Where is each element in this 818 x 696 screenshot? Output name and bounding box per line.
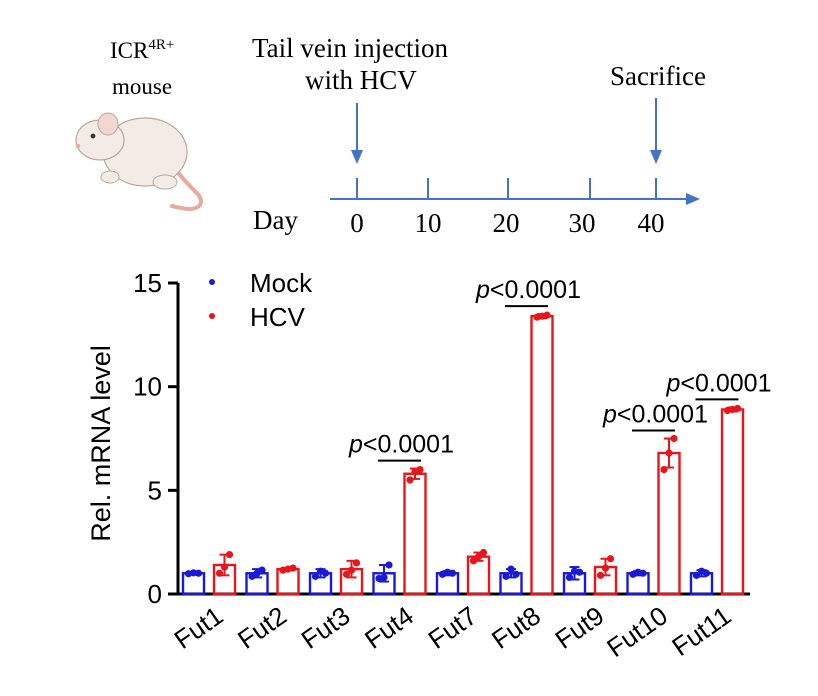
p-symbol: p bbox=[602, 401, 617, 429]
data-point bbox=[385, 561, 393, 569]
data-point bbox=[469, 557, 478, 565]
data-point bbox=[416, 466, 424, 474]
x-tick-label-fut7: Fut7 bbox=[423, 600, 483, 654]
data-point bbox=[194, 569, 203, 577]
data-point bbox=[639, 569, 647, 577]
legend-label-mock: Mock bbox=[250, 268, 313, 298]
data-point bbox=[575, 568, 584, 576]
y-tick-label: 15 bbox=[133, 268, 162, 298]
day-label-0: 0 bbox=[350, 208, 364, 238]
injection-label-line1: Tail vein injection bbox=[252, 33, 449, 63]
data-point bbox=[289, 564, 297, 572]
p-value-label-fut10: p<0.0001 bbox=[602, 401, 708, 429]
mouse-hind-leg bbox=[152, 174, 178, 190]
data-point bbox=[702, 569, 711, 577]
day-label-20: 20 bbox=[493, 208, 520, 238]
data-point bbox=[352, 559, 361, 567]
day-label: Day bbox=[253, 205, 298, 235]
data-point bbox=[321, 569, 330, 577]
p-value-label-fut11: p<0.0001 bbox=[666, 369, 772, 397]
data-point bbox=[692, 571, 701, 579]
mouse-label-line2: mouse bbox=[112, 74, 172, 99]
mouse-nose bbox=[75, 143, 81, 149]
data-point bbox=[733, 404, 742, 413]
legend-label-hcv: HCV bbox=[250, 302, 306, 332]
x-tick-label-fut3: Fut3 bbox=[296, 600, 356, 654]
day-label-30: 30 bbox=[569, 208, 596, 238]
data-point bbox=[665, 449, 673, 457]
x-tick-label-fut11: Fut11 bbox=[666, 600, 736, 662]
p-value-text: <0.0001 bbox=[490, 276, 581, 304]
x-tick-label-fut1: Fut1 bbox=[169, 600, 229, 654]
bar-hcv-fut4 bbox=[403, 472, 427, 596]
p-symbol: p bbox=[475, 276, 490, 304]
day-labels: 0 10 20 30 40 bbox=[350, 208, 664, 238]
bar-hcv-fut11 bbox=[720, 408, 745, 596]
legend-marker-hcv bbox=[209, 313, 215, 319]
data-point bbox=[601, 564, 610, 572]
legend-marker-mock bbox=[209, 279, 215, 285]
injection-arrow-head bbox=[351, 150, 363, 164]
x-tick-label-fut8: Fut8 bbox=[486, 600, 546, 654]
data-point bbox=[225, 551, 234, 559]
y-axis-label: Rel. mRNA level bbox=[86, 345, 116, 542]
data-point bbox=[347, 566, 356, 574]
bar-chart: 0 5 10 15 Rel. mRNA level Mock HCV Fut1 Fut2 Fut3… bbox=[86, 268, 771, 663]
p-value-label-fut4: p<0.0001 bbox=[348, 431, 454, 459]
x-tick-label-fut10: Fut10 bbox=[601, 600, 673, 663]
data-point bbox=[507, 565, 515, 573]
timeline bbox=[330, 98, 700, 205]
mouse-illustration bbox=[75, 112, 203, 211]
x-tick-label-fut2: Fut2 bbox=[232, 600, 292, 654]
sacrifice-label: Sacrifice bbox=[610, 61, 706, 91]
bar-hcv-fut10 bbox=[657, 451, 681, 596]
data-point bbox=[448, 569, 457, 577]
y-tick-label: 10 bbox=[133, 372, 162, 402]
mouse-label-line1: ICR4R+ bbox=[110, 37, 174, 63]
mouse-label-sup: 4R+ bbox=[148, 37, 174, 53]
bar-hcv-fut8 bbox=[530, 314, 554, 596]
data-point bbox=[258, 566, 266, 574]
p-symbol: p bbox=[348, 431, 363, 459]
data-point bbox=[543, 311, 551, 319]
sacrifice-arrow-head bbox=[650, 150, 662, 164]
x-tick-label-fut9: Fut9 bbox=[550, 600, 610, 654]
mouse-ear bbox=[97, 112, 119, 136]
p-value-text: <0.0001 bbox=[617, 401, 708, 429]
data-point bbox=[406, 476, 414, 484]
data-point bbox=[220, 563, 229, 571]
p-symbol: p bbox=[666, 369, 681, 397]
data-point bbox=[565, 573, 574, 582]
day-label-10: 10 bbox=[415, 208, 442, 238]
mouse-eye bbox=[90, 133, 96, 139]
mouse-front-leg bbox=[100, 170, 120, 184]
day-label-40: 40 bbox=[638, 208, 665, 238]
mouse-tail bbox=[170, 170, 203, 211]
data-point bbox=[660, 466, 668, 474]
x-tick-label-fut4: Fut4 bbox=[359, 600, 419, 654]
p-value-text: <0.0001 bbox=[363, 431, 454, 459]
data-point bbox=[474, 553, 483, 561]
p-value-label-fut8: p<0.0001 bbox=[475, 276, 581, 304]
data-point bbox=[311, 572, 320, 580]
data-point bbox=[596, 571, 605, 579]
data-point bbox=[215, 569, 224, 577]
timeline-arrowhead bbox=[686, 193, 700, 205]
injection-label-line2: with HCV bbox=[305, 65, 417, 95]
data-point bbox=[606, 555, 615, 563]
data-point bbox=[380, 573, 388, 582]
data-point bbox=[670, 434, 678, 443]
data-point bbox=[479, 548, 488, 557]
data-point bbox=[502, 572, 510, 580]
data-point bbox=[512, 570, 520, 578]
y-tick-label: 5 bbox=[148, 475, 162, 505]
data-point bbox=[342, 570, 351, 578]
y-tick-label: 0 bbox=[148, 579, 162, 609]
p-value-text: <0.0001 bbox=[680, 369, 771, 397]
